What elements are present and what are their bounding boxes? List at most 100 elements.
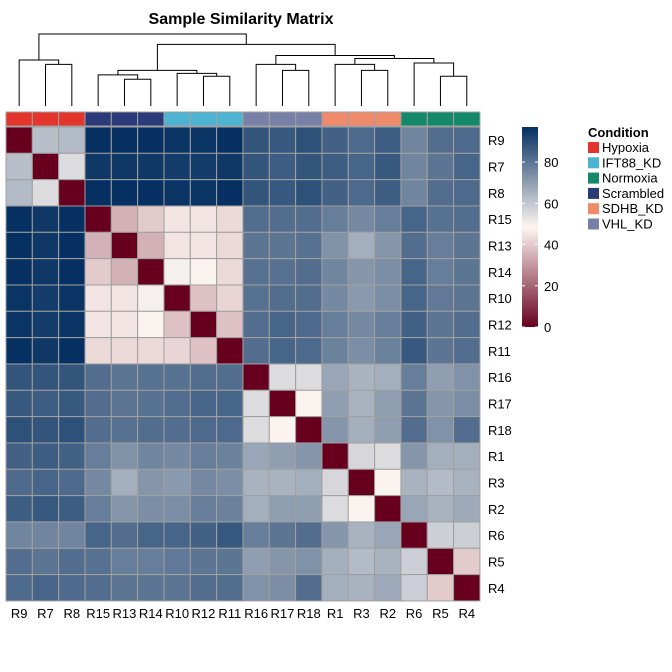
heatmap-cell — [242, 468, 270, 497]
heatmap-cell — [58, 521, 86, 549]
heatmap-cell — [216, 521, 244, 549]
heatmap-cell — [268, 126, 297, 154]
heatmap-cell — [295, 389, 323, 418]
heatmap-cell — [242, 284, 270, 312]
heatmap-cell — [321, 468, 349, 497]
heatmap-cell — [163, 179, 191, 207]
heatmap-cell — [5, 363, 33, 391]
heatmap-cell — [163, 284, 191, 312]
heatmap-cell — [5, 389, 33, 418]
heatmap-cell — [426, 521, 455, 549]
heatmap-cell — [189, 363, 218, 391]
legend-label: Hypoxia — [602, 140, 650, 155]
heatmap-cell — [5, 310, 33, 339]
heatmap-cell — [347, 547, 376, 576]
condition-legend: ConditionHypoxiaIFT88_KDNormoxiaScramble… — [588, 125, 664, 232]
heatmap-cell — [58, 337, 86, 365]
heatmap-cell — [295, 337, 323, 365]
heatmap-cell — [110, 416, 139, 444]
heatmap-cell — [163, 363, 191, 391]
heatmap-cell — [400, 310, 428, 339]
column-label: R16 — [244, 606, 268, 621]
heatmap-cell — [84, 574, 112, 602]
heatmap-cell — [400, 521, 428, 549]
dendrogram-branch — [413, 62, 455, 106]
heatmap-cell — [5, 231, 33, 260]
heatmap-cell — [189, 205, 218, 233]
heatmap-cell — [5, 179, 33, 207]
condition-annotation-cell — [58, 111, 86, 127]
heatmap-cell — [374, 258, 402, 286]
heatmap-cell — [189, 152, 218, 181]
heatmap-cell — [295, 152, 323, 181]
heatmap-cell — [242, 258, 270, 286]
heatmap-cell — [242, 231, 270, 260]
dendrogram-branch — [334, 63, 376, 106]
dendrogram-branch — [439, 75, 468, 106]
heatmap-cell — [268, 231, 297, 260]
heatmap-cell — [31, 284, 60, 312]
heatmap-cell — [5, 126, 33, 154]
heatmap-cell — [268, 258, 297, 286]
heatmap-cell — [163, 389, 191, 418]
heatmap-cell — [242, 126, 270, 154]
heatmap-cell — [268, 574, 297, 602]
heatmap-cell — [400, 442, 428, 470]
heatmap-cell — [321, 442, 349, 470]
column-labels: R9 R7 R8 R15 R13 R14 R10 R12 R11 R16 R17 R18 R1 R3 R2 R… — [11, 606, 475, 621]
row-label: R17 — [488, 396, 512, 411]
heatmap-cell — [453, 231, 481, 260]
heatmap-cell — [268, 468, 297, 497]
heatmap-cell — [216, 363, 244, 391]
heatmap-cell — [374, 310, 402, 339]
heatmap-cell — [110, 442, 139, 470]
heatmap-cell — [163, 337, 191, 365]
colorbar-tick-label: 20 — [544, 279, 558, 294]
row-label: R1 — [488, 449, 505, 464]
heatmap-cell — [426, 468, 455, 497]
heatmap-cell — [268, 284, 297, 312]
heatmap-cell — [189, 337, 218, 365]
heatmap-cell — [374, 574, 402, 602]
dendrogram-branch — [176, 72, 218, 106]
legend-title: Condition — [588, 125, 649, 140]
heatmap-cell — [321, 495, 349, 523]
heatmap-cell — [137, 205, 165, 233]
dendrogram-branch — [202, 75, 231, 106]
heatmap-cell — [137, 495, 165, 523]
heatmap-cell — [426, 416, 455, 444]
heatmap-cell — [110, 521, 139, 549]
condition-annotation-cell — [347, 111, 376, 127]
dendrogram-branch — [38, 33, 247, 60]
heatmap-cell — [321, 337, 349, 365]
heatmap-cell — [374, 547, 402, 576]
heatmap-cell — [84, 547, 112, 576]
heatmap-cell — [268, 442, 297, 470]
row-label: R14 — [488, 265, 512, 280]
heatmap-cell — [426, 126, 455, 154]
heatmap-cell — [58, 389, 86, 418]
heatmap-cell — [137, 468, 165, 497]
heatmap-cell — [453, 152, 481, 181]
heatmap-cell — [426, 442, 455, 470]
heatmap-cell — [400, 363, 428, 391]
heatmap-cell — [374, 126, 402, 154]
heatmap-cell — [137, 574, 165, 602]
heatmap-cell — [453, 310, 481, 339]
heatmap-cell — [295, 258, 323, 286]
colorbar-tick-label: 0 — [544, 320, 551, 335]
heatmap-cell — [268, 521, 297, 549]
heatmap-cell — [110, 126, 139, 154]
heatmap-cell — [189, 495, 218, 523]
row-label: R6 — [488, 528, 505, 543]
column-label: R12 — [192, 606, 216, 621]
heatmap-cell — [400, 495, 428, 523]
heatmap-cell — [295, 205, 323, 233]
heatmap-cell — [216, 258, 244, 286]
row-label: R9 — [488, 133, 505, 148]
heatmap-cell — [453, 389, 481, 418]
heatmap-cell — [137, 363, 165, 391]
dendrogram-branch — [354, 57, 435, 65]
heatmap-cell — [216, 468, 244, 497]
heatmap-cell — [84, 337, 112, 365]
